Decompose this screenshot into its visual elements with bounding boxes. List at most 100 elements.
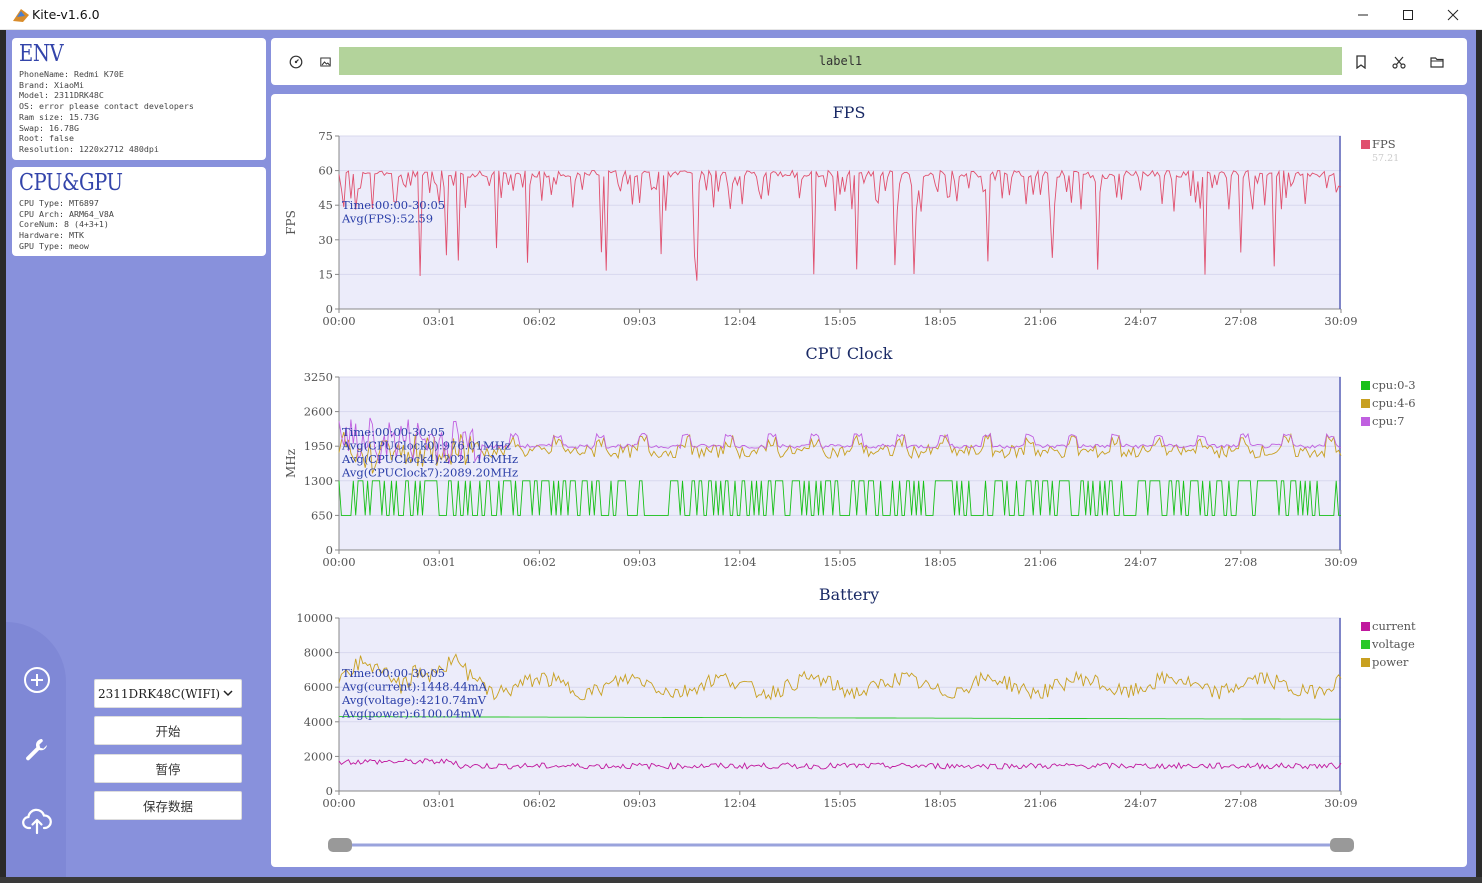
env-line: Root: false [19, 133, 74, 144]
legend-label: cpu:0-3 [1372, 378, 1416, 392]
x-tick-label: 00:00 [322, 555, 355, 569]
close-icon [1447, 9, 1459, 21]
y-tick-label: 0 [326, 302, 333, 316]
env-line: Model: 2311DRK48C [19, 90, 104, 101]
y-tick-label: 1300 [304, 474, 333, 488]
avg-annotation: Time:00:00-30:05 [342, 198, 445, 212]
wrench-icon [26, 739, 47, 761]
window-frame-bottom [0, 877, 1482, 883]
legend-swatch [1361, 381, 1370, 390]
x-tick-label: 06:02 [523, 796, 556, 810]
bookmark-icon [1356, 55, 1366, 69]
x-tick-label: 27:08 [1224, 796, 1257, 810]
label-bar[interactable]: label1 [339, 47, 1342, 75]
window-title: Kite-v1.6.0 [32, 7, 100, 22]
gauge-button[interactable] [287, 53, 305, 71]
chart-title: CPU Clock [806, 344, 893, 363]
legend-swatch [1361, 417, 1370, 426]
bookmark-button[interactable] [1352, 53, 1370, 71]
x-tick-label: 24:07 [1124, 314, 1157, 328]
legend-label: current [1372, 619, 1416, 633]
env-line: Swap: 16.78G [19, 122, 79, 133]
x-tick-label: 03:01 [423, 314, 456, 328]
cpu-gpu-heading: CPU&GPU [19, 170, 123, 196]
x-tick-label: 24:07 [1124, 796, 1157, 810]
env-card: ENV PhoneName: Redmi K70E Brand: XiaoMi … [12, 38, 266, 160]
legend-label: voltage [1371, 637, 1415, 651]
x-tick-label: 21:06 [1024, 555, 1057, 569]
app-icon [13, 9, 29, 22]
y-tick-label: 30 [318, 233, 333, 247]
plot-area [339, 618, 1341, 791]
plot-area [339, 377, 1341, 550]
upload-button[interactable] [22, 806, 52, 836]
legend-swatch [1361, 640, 1370, 649]
x-tick-label: 21:06 [1024, 314, 1057, 328]
avg-annotation: Avg(current):1448.44mA [341, 680, 488, 694]
y-tick-label: 3250 [304, 370, 333, 384]
add-button[interactable] [22, 665, 52, 695]
screenshot-button[interactable] [316, 53, 334, 71]
x-tick-label: 30:09 [1324, 314, 1357, 328]
y-tick-label: 650 [311, 508, 333, 522]
legend-label: cpu:7 [1372, 414, 1404, 428]
avg-annotation: Avg(power):6100.04mW [341, 707, 483, 721]
x-tick-label: 09:03 [623, 555, 656, 569]
minimize-button[interactable] [1340, 0, 1386, 30]
env-line: Brand: XiaoMi [19, 79, 84, 90]
side-rail [6, 622, 66, 877]
x-tick-label: 21:06 [1024, 796, 1057, 810]
y-tick-label: 1950 [304, 439, 333, 453]
device-select[interactable]: 2311DRK48C(WIFI) [94, 679, 242, 708]
slider-handle-start[interactable] [328, 838, 352, 852]
cpu-gpu-line: CPU Arch: ARM64_V8A [19, 208, 114, 219]
avg-annotation: Avg(voltage):4210.74mV [341, 693, 487, 707]
x-tick-label: 09:03 [623, 314, 656, 328]
series-line-current [338, 758, 1342, 770]
series-line-voltage [339, 716, 1341, 720]
avg-annotation: Time:00:00-30:05 [342, 666, 445, 680]
cpu-gpu-line: CoreNum: 8 (4+3+1) [19, 219, 109, 230]
save-data-button[interactable]: 保存数据 [94, 791, 242, 820]
y-tick-label: 15 [318, 267, 333, 281]
start-button[interactable]: 开始 [94, 716, 242, 745]
scissors-icon [1392, 56, 1406, 69]
legend-swatch [1361, 399, 1370, 408]
env-line: PhoneName: Redmi K70E [19, 69, 124, 79]
y-axis-label: FPS [284, 210, 298, 235]
y-tick-label: 2000 [304, 749, 333, 763]
env-line: Resolution: 1220x2712 480dpi [19, 143, 159, 154]
x-tick-label: 15:05 [823, 796, 856, 810]
slider-handle-end[interactable] [1330, 838, 1354, 852]
pause-button[interactable]: 暂停 [94, 754, 242, 783]
avg-annotation: Time:00:00-30:05 [342, 425, 445, 439]
y-axis-label: MHz [284, 449, 298, 478]
cpu-gpu-line: CPU Type: MT6897 [19, 198, 99, 208]
chart-0: FPS 75 60 45 30 15 000:00 03:01 06:02 09:03 12:04 1… [284, 103, 1399, 328]
avg-annotation: Avg(CPUClock0):976.01MHz [341, 439, 511, 453]
cpu-gpu-line: Hardware: MTK [19, 230, 84, 241]
chart-title: FPS [833, 103, 866, 122]
x-tick-label: 18:05 [924, 314, 957, 328]
y-tick-label: 0 [326, 784, 333, 798]
y-tick-label: 45 [318, 198, 333, 212]
chevron-down-icon [223, 690, 233, 697]
time-range-slider[interactable] [328, 838, 1354, 852]
cut-button[interactable] [1390, 53, 1408, 71]
x-tick-label: 30:09 [1324, 555, 1357, 569]
settings-button[interactable] [22, 735, 52, 765]
close-button[interactable] [1430, 0, 1476, 30]
y-tick-label: 4000 [304, 715, 333, 729]
avg-annotation: Avg(CPUClock7):2089.20MHz [341, 466, 518, 480]
y-tick-label: 60 [318, 164, 333, 178]
cpu-gpu-card: CPU&GPU CPU Type: MT6897 CPU Arch: ARM64… [12, 167, 266, 256]
x-tick-label: 24:07 [1124, 555, 1157, 569]
y-tick-label: 6000 [304, 680, 333, 694]
x-tick-label: 00:00 [322, 796, 355, 810]
x-tick-label: 12:04 [723, 555, 756, 569]
series-line-FPS [338, 169, 1342, 281]
maximize-button[interactable] [1385, 0, 1431, 30]
x-tick-label: 12:04 [723, 314, 756, 328]
open-folder-button[interactable] [1428, 53, 1446, 71]
